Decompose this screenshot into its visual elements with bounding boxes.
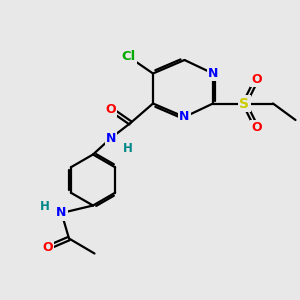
- Text: O: O: [251, 121, 262, 134]
- Text: O: O: [251, 73, 262, 86]
- Text: N: N: [106, 131, 116, 145]
- Text: O: O: [43, 241, 53, 254]
- Text: N: N: [208, 67, 218, 80]
- Text: S: S: [239, 97, 250, 110]
- Text: Cl: Cl: [122, 50, 136, 64]
- Text: O: O: [106, 103, 116, 116]
- Text: H: H: [123, 142, 132, 155]
- Text: N: N: [179, 110, 190, 124]
- Text: H: H: [40, 200, 50, 214]
- Text: N: N: [56, 206, 67, 220]
